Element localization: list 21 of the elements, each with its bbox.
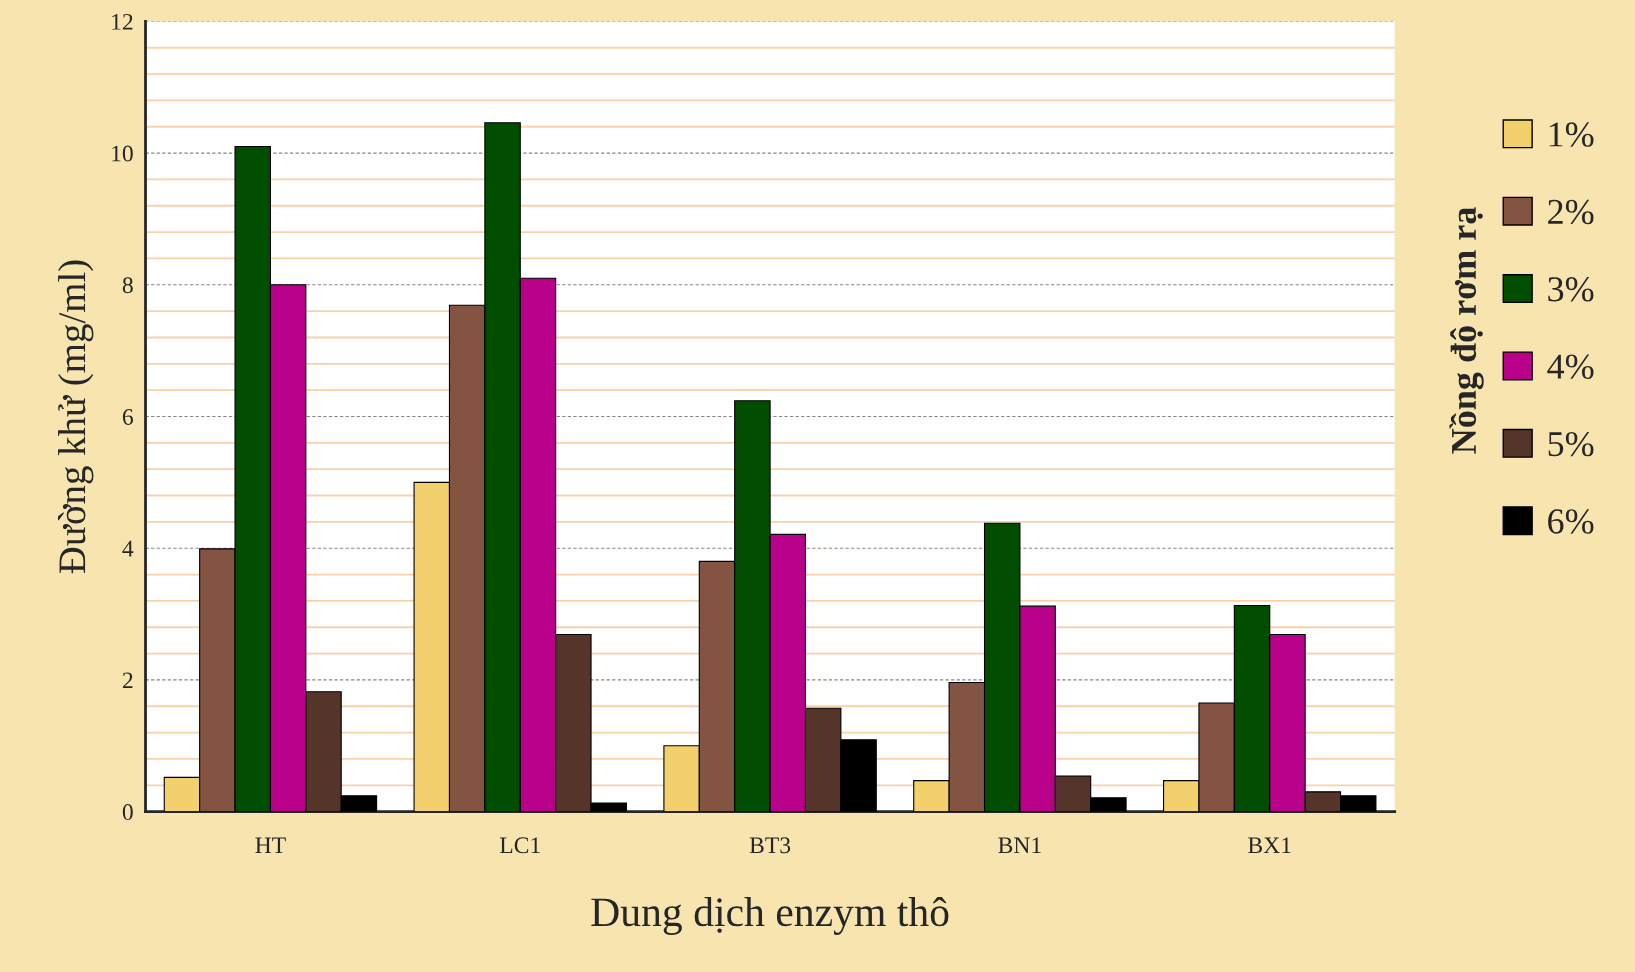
y-tick-label: 4 — [122, 540, 134, 557]
x-tick-label: LC1 — [499, 837, 540, 854]
legend-label: 6% — [1548, 509, 1594, 534]
x-tick-label: BN1 — [998, 837, 1041, 854]
legend-label: 3% — [1548, 277, 1594, 302]
legend-title: Nồng độ rơm rạ — [1449, 207, 1484, 454]
legend-label: 4% — [1547, 354, 1594, 379]
legend-label: 5% — [1548, 431, 1594, 457]
y-tick-label: 2 — [122, 672, 133, 689]
x-tick-label: BT3 — [749, 837, 791, 854]
y-tick-label: 8 — [122, 277, 133, 294]
x-tick-label: BX1 — [1248, 837, 1291, 854]
y-tick-label: 0 — [122, 804, 133, 821]
x-tick-label: HT — [255, 837, 286, 853]
y-tick-label: 10 — [112, 145, 133, 162]
y-tick-label: 6 — [122, 409, 133, 425]
x-axis-title: Dung dịch enzym thô — [591, 896, 949, 935]
legend-label: 2% — [1548, 199, 1594, 225]
legend-label: 1% — [1549, 122, 1594, 147]
y-axis-title: Đường khử (mg/ml) — [58, 260, 94, 574]
y-tick-label: 12 — [112, 13, 133, 30]
